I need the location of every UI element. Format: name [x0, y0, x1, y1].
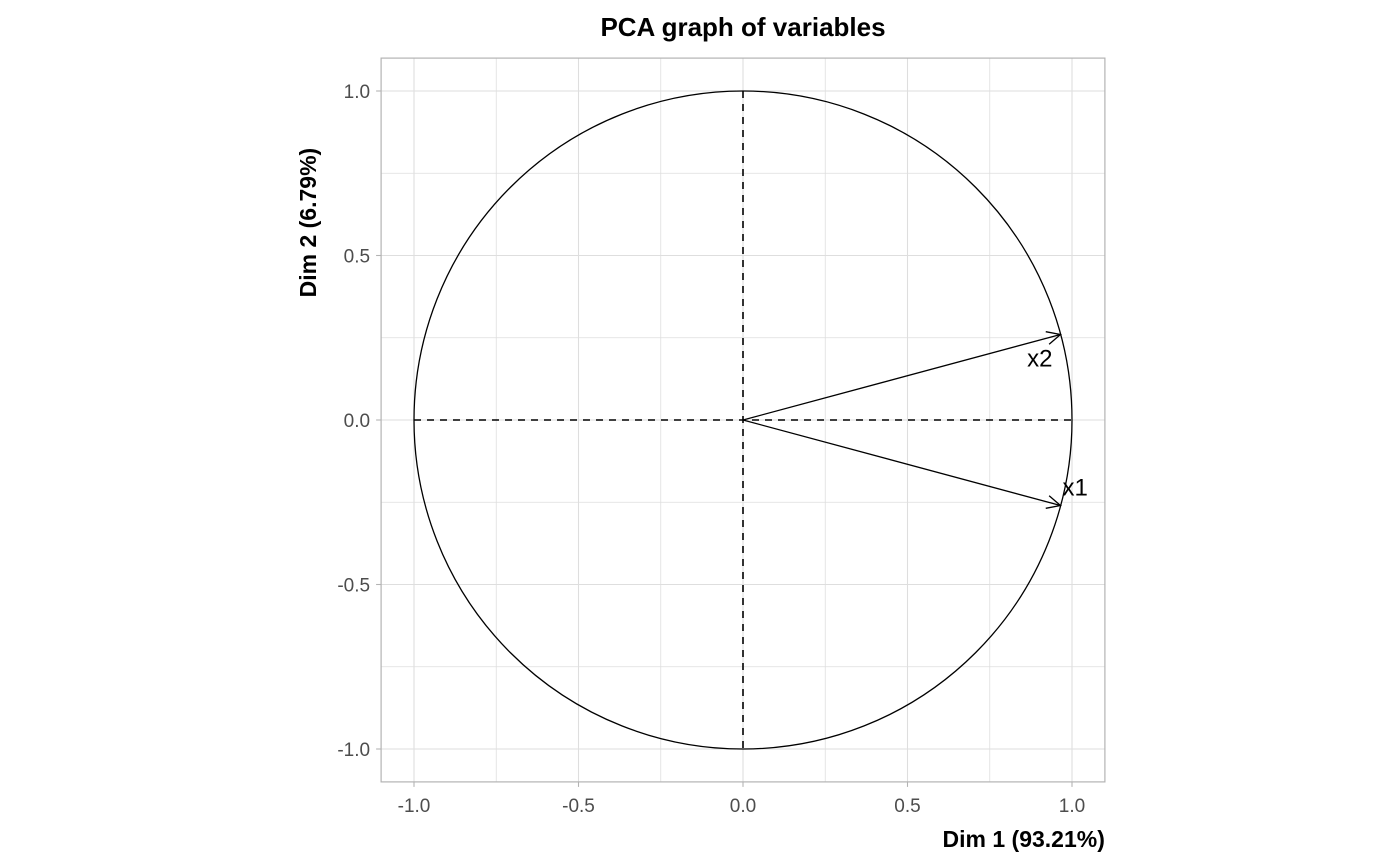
arrow-head: [1045, 331, 1062, 345]
x-axis-title: Dim 1 (93.21%): [943, 826, 1105, 852]
y-tick-label: 0.5: [344, 247, 370, 268]
x-tick-label: 0.5: [894, 796, 920, 817]
y-tick-label: -1.0: [337, 740, 370, 761]
y-axis-title: Dim 2 (6.79%): [295, 148, 321, 298]
y-tick-label: 0.0: [344, 411, 370, 432]
y-axis-ticks: -1.0 -0.5 0.0 0.5 1.0: [337, 82, 382, 761]
x-tick-label: 0.0: [730, 796, 756, 817]
x-axis-ticks: -1.0 -0.5 0.0 0.5 1.0: [398, 781, 1085, 817]
x-tick-label: -1.0: [398, 796, 431, 817]
arrow-head: [1045, 495, 1062, 509]
y-tick-label: -0.5: [337, 576, 370, 597]
x-tick-label: 1.0: [1059, 796, 1085, 817]
x-tick-label: -0.5: [562, 796, 595, 817]
variable-arrow-x1: x1: [742, 419, 1088, 509]
correlation-circle: [413, 90, 1073, 750]
variable-arrows: x1 x2: [742, 331, 1088, 509]
variable-arrow-x2: x2: [742, 331, 1062, 421]
arrow-shaft: [742, 419, 1061, 507]
arrow-shaft: [742, 333, 1061, 421]
variable-label: x2: [1027, 345, 1052, 372]
y-tick-label: 1.0: [344, 82, 370, 103]
chart-title: PCA graph of variables: [600, 12, 885, 42]
variable-label: x1: [1062, 475, 1087, 502]
